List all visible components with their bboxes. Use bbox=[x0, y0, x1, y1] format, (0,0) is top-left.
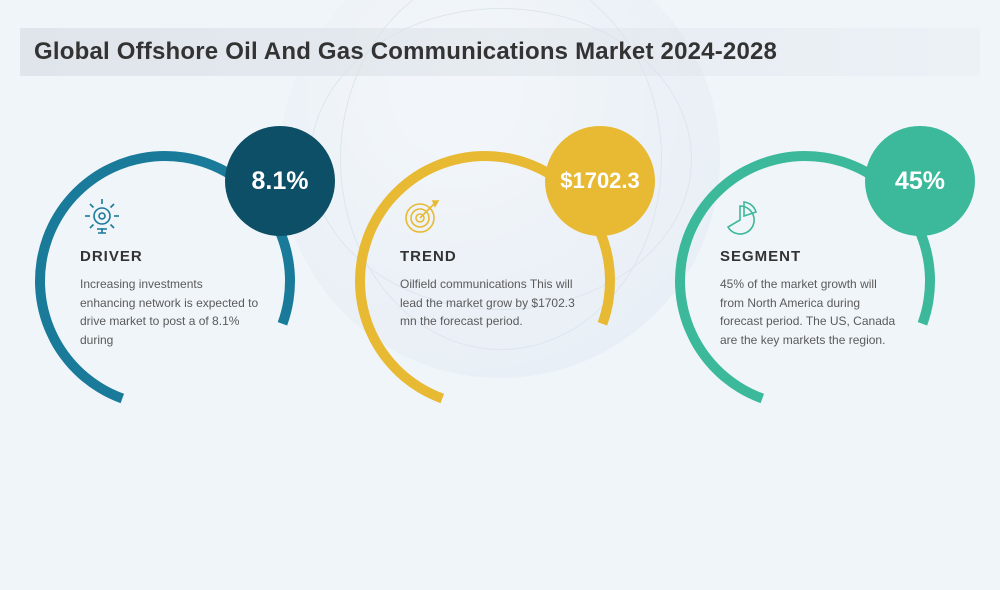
card-content-driver: DRIVER Increasing investments enhancing … bbox=[80, 196, 260, 349]
card-description: Oilfield communications This will lead t… bbox=[400, 275, 580, 331]
target-icon bbox=[400, 196, 580, 238]
title-bar: Global Offshore Oil And Gas Communicatio… bbox=[20, 28, 980, 76]
page-title: Global Offshore Oil And Gas Communicatio… bbox=[34, 38, 966, 66]
card-label: DRIVER bbox=[80, 248, 260, 265]
card-content-trend: TREND Oilfield communications This will … bbox=[400, 196, 580, 331]
metric-value: 45% bbox=[895, 167, 945, 196]
card-description: 45% of the market growth will from North… bbox=[720, 275, 900, 349]
lightbulb-gear-icon bbox=[80, 196, 260, 238]
card-driver: 8.1% bbox=[30, 131, 330, 431]
card-trend: $1702.3 TREND Oilfield communications Th… bbox=[350, 131, 650, 431]
pie-icon bbox=[720, 196, 900, 238]
cards-row: 8.1% bbox=[0, 131, 1000, 431]
card-content-segment: SEGMENT 45% of the market growth will fr… bbox=[720, 196, 900, 349]
card-label: SEGMENT bbox=[720, 248, 900, 265]
metric-value: 8.1% bbox=[252, 167, 309, 196]
metric-value: $1702.3 bbox=[560, 168, 640, 194]
card-segment: 45% SEGMENT 45% of the market growth wil… bbox=[670, 131, 970, 431]
card-description: Increasing investments enhancing network… bbox=[80, 275, 260, 349]
card-label: TREND bbox=[400, 248, 580, 265]
